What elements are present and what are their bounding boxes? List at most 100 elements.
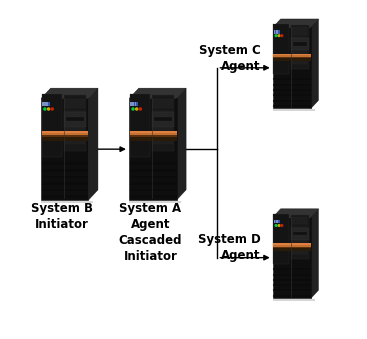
Bar xyxy=(273,78,311,80)
Text: System B
Initiator: System B Initiator xyxy=(31,202,93,231)
Bar xyxy=(153,123,172,132)
Polygon shape xyxy=(88,88,98,200)
Bar xyxy=(273,290,311,292)
Bar xyxy=(273,243,311,245)
Circle shape xyxy=(275,35,277,37)
Bar xyxy=(42,133,88,135)
Bar xyxy=(291,215,309,259)
Bar xyxy=(130,169,177,172)
Bar xyxy=(273,248,311,251)
Bar xyxy=(42,102,44,106)
Text: System C
Agent: System C Agent xyxy=(199,43,261,73)
Polygon shape xyxy=(273,299,315,301)
Bar xyxy=(293,232,307,236)
Bar xyxy=(277,220,278,223)
Bar xyxy=(273,268,311,270)
Bar xyxy=(65,136,84,144)
Bar xyxy=(291,227,309,240)
Bar xyxy=(274,220,275,223)
Polygon shape xyxy=(311,19,319,108)
Bar xyxy=(130,182,177,185)
Circle shape xyxy=(278,35,280,37)
Bar xyxy=(42,131,88,133)
Bar xyxy=(273,279,311,281)
Polygon shape xyxy=(41,201,93,203)
Bar xyxy=(273,57,311,58)
Circle shape xyxy=(132,108,134,110)
Bar xyxy=(42,169,88,172)
Bar xyxy=(130,94,150,157)
Polygon shape xyxy=(273,109,315,111)
Bar xyxy=(274,31,280,34)
Bar xyxy=(42,182,88,185)
Circle shape xyxy=(275,225,277,226)
Circle shape xyxy=(281,225,283,226)
Bar xyxy=(292,227,308,234)
Polygon shape xyxy=(129,88,186,98)
Bar xyxy=(130,133,177,135)
Bar xyxy=(41,98,88,200)
Bar xyxy=(42,162,88,165)
Bar xyxy=(154,117,172,121)
Bar xyxy=(273,54,311,55)
Bar xyxy=(273,284,311,286)
Circle shape xyxy=(136,108,138,110)
Bar xyxy=(293,42,307,46)
Bar xyxy=(129,98,177,200)
Bar xyxy=(273,89,311,91)
Circle shape xyxy=(281,35,283,37)
Bar xyxy=(292,57,308,64)
Circle shape xyxy=(278,225,280,226)
Polygon shape xyxy=(177,88,186,200)
Polygon shape xyxy=(273,209,319,217)
Circle shape xyxy=(47,108,50,110)
Circle shape xyxy=(139,108,141,110)
Circle shape xyxy=(44,108,46,110)
Bar xyxy=(291,38,309,50)
Bar xyxy=(273,24,290,74)
Bar xyxy=(130,162,177,165)
Bar xyxy=(42,94,62,157)
Bar xyxy=(292,27,308,35)
Bar xyxy=(65,111,84,120)
Bar xyxy=(273,27,311,108)
Text: System A
Agent
Cascaded
Initiator: System A Agent Cascaded Initiator xyxy=(119,202,182,263)
Bar xyxy=(130,189,177,191)
Circle shape xyxy=(51,108,53,110)
Bar xyxy=(273,105,311,107)
Bar xyxy=(135,102,136,106)
Polygon shape xyxy=(311,209,319,298)
Bar xyxy=(277,31,278,34)
Bar xyxy=(276,31,277,34)
Bar xyxy=(291,25,309,69)
Bar xyxy=(273,295,311,297)
Bar xyxy=(292,217,308,224)
Bar xyxy=(273,58,311,61)
Polygon shape xyxy=(41,88,98,98)
Polygon shape xyxy=(273,19,319,27)
Bar xyxy=(130,135,177,137)
Bar xyxy=(42,102,50,106)
Bar xyxy=(64,95,86,151)
Bar xyxy=(130,176,177,178)
Bar xyxy=(273,84,311,86)
Bar xyxy=(130,195,177,198)
Bar xyxy=(66,117,84,121)
Bar xyxy=(273,55,311,57)
Bar xyxy=(292,237,308,244)
Bar xyxy=(273,246,311,248)
Bar xyxy=(274,31,275,34)
Bar xyxy=(273,274,311,276)
Bar xyxy=(42,176,88,178)
Polygon shape xyxy=(129,201,181,203)
Bar xyxy=(273,214,290,264)
Bar xyxy=(273,217,311,298)
Bar xyxy=(47,102,48,106)
Bar xyxy=(130,137,177,141)
Bar xyxy=(274,220,280,223)
Bar xyxy=(152,112,174,127)
Bar xyxy=(64,112,86,127)
Bar xyxy=(273,100,311,102)
Bar xyxy=(65,123,84,132)
Bar xyxy=(276,220,277,223)
